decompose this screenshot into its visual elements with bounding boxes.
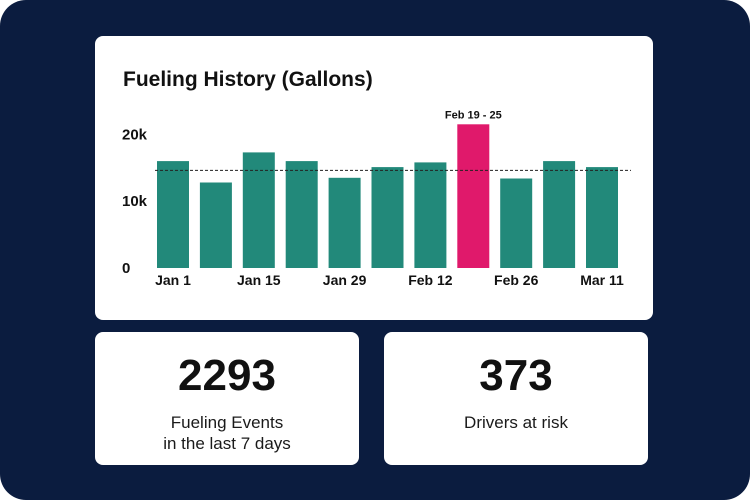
bar [199, 182, 232, 268]
highlighted-bar [457, 124, 490, 268]
fueling-events-card: 2293 Fueling Events in the last 7 days [95, 332, 359, 465]
y-tick-label: 0 [122, 260, 130, 277]
bar [543, 161, 576, 268]
drivers-at-risk-card: 373 Drivers at risk [384, 332, 648, 465]
x-tick-label: Feb 26 [494, 272, 539, 288]
x-tick-label: Jan 15 [237, 272, 281, 288]
bar [371, 167, 404, 268]
fueling-events-label-line2: in the last 7 days [163, 434, 291, 453]
x-tick-label: Feb 12 [408, 272, 453, 288]
highlighted-bar-label: Feb 19 - 25 [445, 109, 502, 121]
y-tick-label: 20k [122, 126, 148, 143]
x-tick-label: Jan 1 [155, 272, 191, 288]
fueling-events-label-line1: Fueling Events [170, 413, 284, 432]
bar [157, 161, 189, 268]
x-tick-label: Mar 11 [580, 272, 624, 288]
bar [242, 152, 275, 268]
bar [285, 161, 318, 268]
fueling-events-label: Fueling Events in the last 7 days [95, 412, 359, 454]
bar [328, 177, 361, 268]
x-tick-label: Jan 29 [323, 272, 367, 288]
y-tick-label: 10k [122, 193, 148, 210]
fueling-events-count: 2293 [178, 351, 276, 400]
drivers-at-risk-label: Drivers at risk [464, 413, 568, 432]
bar [500, 178, 533, 268]
fueling-history-card: 0 10k 20k Jan 1 Jan 15 Jan 29 Feb 12 Feb 26 Mar … [95, 36, 653, 320]
fueling-history-chart: 0 10k 20k Jan 1 Jan 15 Jan 29 Feb 12 Feb 26 Mar … [122, 109, 631, 288]
drivers-at-risk-count: 373 [479, 351, 553, 400]
bar [414, 162, 447, 268]
chart-title: Fueling History (Gallons) [123, 68, 373, 91]
bar [586, 167, 618, 268]
